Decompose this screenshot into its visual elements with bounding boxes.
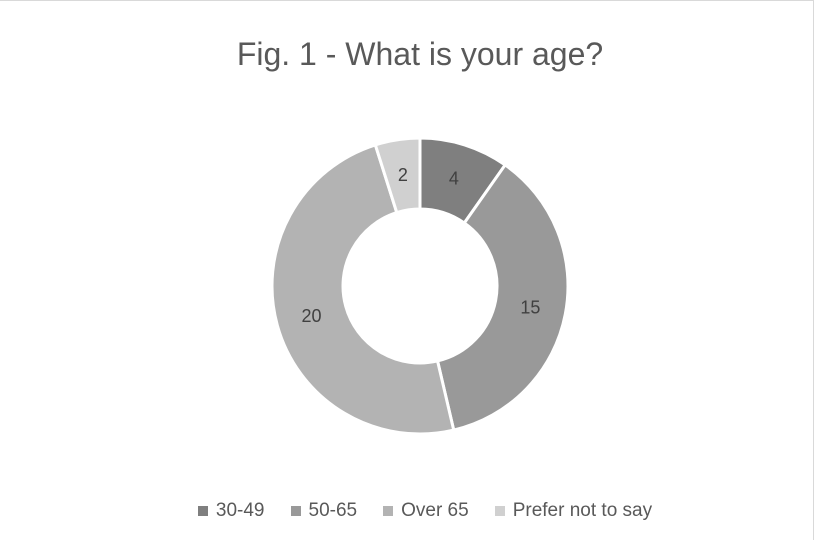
- data-label-50-65: 15: [520, 297, 540, 317]
- data-label-over-65: 20: [302, 306, 322, 326]
- legend-item-over-65: Over 65: [383, 500, 469, 522]
- legend-label: Over 65: [401, 500, 469, 521]
- legend-item-prefer-not-to-say: Prefer not to say: [494, 500, 653, 522]
- legend-item-30-49: 30-49: [197, 500, 265, 522]
- legend-swatch: [383, 506, 394, 516]
- legend-item-50-65: 50-65: [290, 500, 358, 522]
- legend-swatch: [290, 506, 301, 516]
- legend-label: Prefer not to say: [512, 500, 653, 521]
- chart-title: Fig. 1 - What is your age?: [236, 36, 604, 72]
- legend-label: 30-49: [215, 500, 265, 521]
- legend-label: 50-65: [308, 500, 358, 521]
- data-label-30-49: 4: [449, 169, 459, 189]
- chart-legend: 30-49 50-65 Over 65 Prefer not to say: [0, 500, 818, 522]
- slice-50-65: [435, 162, 570, 432]
- legend-swatch: [197, 506, 208, 516]
- slice-over-65: [270, 143, 456, 436]
- legend-swatch: [494, 506, 505, 516]
- data-label-prefer-not-to-say: 2: [398, 165, 408, 185]
- slice-prefer-not-to-say: [373, 136, 422, 215]
